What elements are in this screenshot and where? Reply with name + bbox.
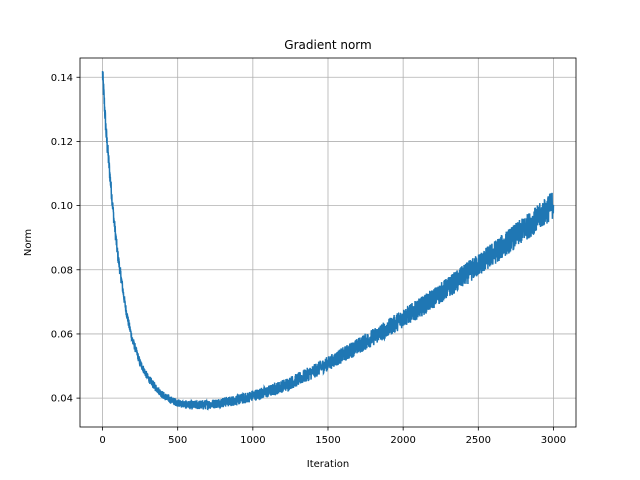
series-line [101, 71, 555, 411]
y-tick-label: 0.12 [51, 137, 73, 148]
x-tick-label: 500 [168, 435, 187, 446]
x-tick-label: 0 [99, 435, 105, 446]
x-axis-label: Iteration [307, 459, 349, 470]
y-tick-label: 0.14 [51, 73, 73, 84]
x-tick-label: 1500 [315, 435, 340, 446]
grid [80, 58, 576, 427]
y-axis-ticks: 0.04 0.06 0.08 0.10 0.12 0.14 [51, 73, 80, 405]
y-tick-label: 0.08 [51, 265, 73, 276]
y-tick-label: 0.04 [51, 394, 73, 405]
plot-area [101, 71, 555, 411]
x-tick-label: 2000 [390, 435, 415, 446]
y-axis-label: Norm [23, 229, 34, 256]
x-tick-label: 3000 [541, 435, 566, 446]
y-tick-label: 0.10 [51, 201, 73, 212]
x-tick-label: 2500 [466, 435, 491, 446]
x-tick-label: 1000 [240, 435, 265, 446]
y-tick-label: 0.06 [51, 329, 73, 340]
x-axis-ticks: 0 500 1000 1500 2000 2500 3000 [99, 427, 566, 446]
chart-title: Gradient norm [284, 38, 371, 52]
